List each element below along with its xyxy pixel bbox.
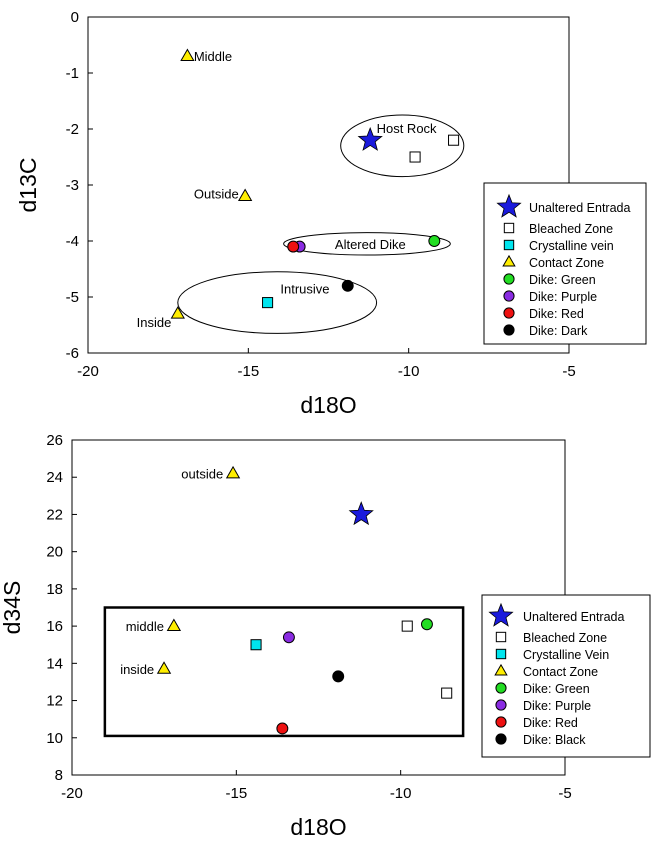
legend-label: Crystalline vein [529,239,614,253]
legend-label: Contact Zone [523,665,598,679]
data-point [348,501,374,526]
x-axis-label: d18O [290,814,346,840]
annotation-label: outside [181,467,223,482]
annotation-label: Host Rock [377,121,437,136]
legend-label: Bleached Zone [523,631,607,645]
data-point [287,240,300,253]
legend-label: Crystalline Vein [523,648,609,662]
y-axis-label: d34S [0,581,25,635]
annotation-label: inside [120,662,154,677]
legend-label: Dike: Dark [529,324,588,338]
data-point [180,48,195,62]
x-tick-label: -20 [61,785,83,802]
y-tick-label: -6 [66,345,79,362]
y-tick-label: -3 [66,177,79,194]
annotation-label: Inside [137,315,172,330]
y-tick-label: 20 [46,544,63,561]
legend-label: Dike: Green [523,682,590,696]
legend-label: Dike: Purple [529,290,597,304]
legend-marker [495,699,507,711]
legend-marker [495,631,507,643]
y-tick-label: 16 [46,618,63,635]
data-point [421,618,433,631]
group-ellipse [283,232,451,256]
y-tick-label: 12 [46,693,63,710]
data-point [409,151,421,163]
legend-label: Dike: Green [529,273,596,287]
legend-label: Dike: Black [523,733,586,747]
y-tick-label: 18 [46,581,63,598]
group-ellipse [177,271,378,334]
legend-label: Dike: Red [529,307,584,321]
x-axis-label: d18O [300,392,356,418]
legend-label: Dike: Red [523,716,578,730]
legend-marker [503,290,515,302]
y-tick-label: 26 [46,432,63,449]
legend-marker [495,648,507,660]
x-tick-label: -5 [562,363,575,380]
annotation-label: Middle [194,49,232,64]
x-tick-label: -15 [237,363,259,380]
group-ellipse [340,114,465,178]
legend-marker [488,602,514,627]
data-point [357,126,383,151]
data-point [225,465,241,479]
annotation-label: middle [126,619,164,634]
x-tick-label: -15 [225,785,247,802]
y-tick-label: 22 [46,506,63,523]
y-tick-label: 0 [71,9,79,26]
legend-marker [495,733,507,745]
legend-marker [496,193,522,218]
data-point [448,134,460,146]
legend-marker [503,324,515,336]
data-point [262,297,274,309]
legend-marker [494,663,508,676]
y-tick-label: 10 [46,730,63,747]
data-point [250,639,262,651]
x-tick-label: -5 [558,785,571,802]
x-tick-label: -20 [77,363,99,380]
x-tick-label: -10 [390,785,412,802]
d34s-vs-d18o-chart: -20 -15 -10 -5 8 10 12 14 16 18 20 22 24 26 d18O d34S ou… [0,432,651,840]
legend-marker [503,222,515,234]
legend-marker [495,682,507,694]
data-point [428,235,441,247]
annotation-label: Intrusive [280,282,329,297]
legend-label: Bleached Zone [529,222,613,236]
y-tick-label: -1 [66,65,79,82]
legend-box [481,594,651,758]
legend-marker [495,716,507,728]
data-point [156,661,172,674]
legend-label: Unaltered Entrada [529,201,631,215]
annotation-label: Outside [194,186,239,201]
legend-marker [502,254,516,267]
y-tick-label: -2 [66,121,79,138]
y-axis-label: d13C [15,158,41,213]
data-point [170,306,185,319]
data-point [276,722,289,735]
data-point [332,670,345,683]
y-tick-label: 24 [46,469,63,486]
legend-label: Contact Zone [529,256,604,270]
legend-label: Unaltered Entrada [523,610,625,624]
legend-marker [503,273,515,285]
group-rectangle [103,606,465,738]
y-tick-label: 8 [55,767,63,784]
y-tick-label: -4 [66,233,79,250]
data-point [401,620,413,632]
data-point [237,188,253,202]
data-point [341,279,354,292]
legend-label: Dike: Purple [523,699,591,713]
data-point [166,618,182,631]
x-tick-label: -10 [398,363,420,380]
legend-marker [503,307,515,319]
annotation-label: Altered Dike [335,237,406,252]
y-tick-label: 14 [46,655,63,672]
data-point [282,631,295,644]
y-tick-label: -5 [66,289,79,306]
data-point [441,687,453,699]
legend-marker [503,239,515,251]
d13c-vs-d18o-chart: -20 -15 -10 -5 0 -1 -2 -3 -4 -5 -6 d18O d13C Middle Ou… [15,9,647,418]
